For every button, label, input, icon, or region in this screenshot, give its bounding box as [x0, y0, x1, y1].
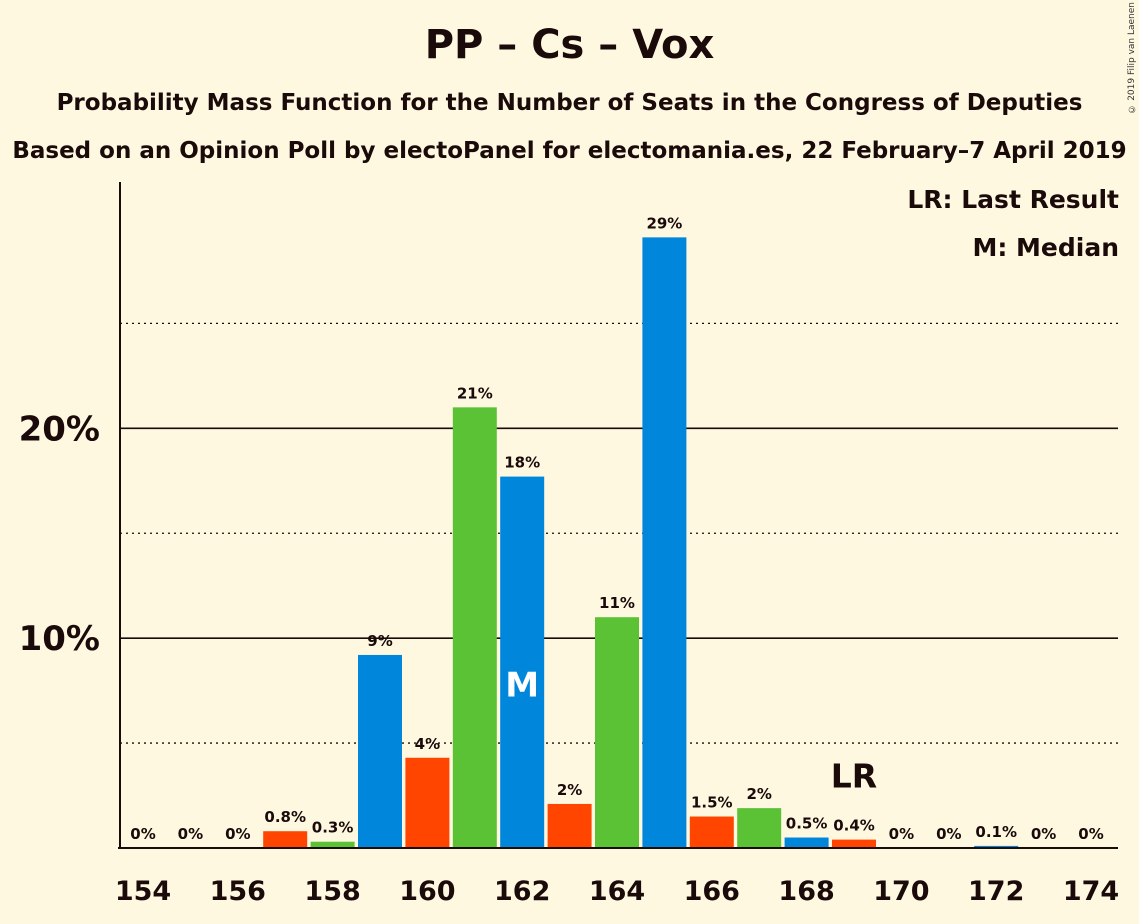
bar-label-165: 29% [646, 214, 682, 232]
chart-title: PP – Cs – Vox [424, 22, 715, 68]
y-tick-label-10: 10% [19, 619, 100, 659]
x-tick-label-156: 156 [210, 876, 266, 907]
bar-label-162: 18% [504, 454, 540, 472]
bar-label-157: 0.8% [264, 808, 306, 826]
x-tick-label-154: 154 [115, 876, 171, 907]
bar-label-167: 2% [746, 785, 771, 803]
bar-label-161: 21% [457, 384, 493, 402]
bar-label-166: 1.5% [691, 794, 733, 812]
bar-168 [784, 837, 829, 848]
bar-label-173: 0% [1031, 825, 1056, 843]
bar-164 [595, 617, 639, 848]
x-tick-label-160: 160 [399, 876, 455, 907]
bar-label-163: 2% [557, 781, 582, 799]
x-tick-label-174: 174 [1063, 876, 1119, 907]
bar-label-170: 0% [889, 825, 914, 843]
chart-source: Based on an Opinion Poll by electoPanel … [12, 138, 1127, 164]
chart-subtitle: Probability Mass Function for the Number… [56, 90, 1083, 116]
bar-166 [689, 816, 734, 848]
x-tick-label-162: 162 [494, 876, 550, 907]
bar-label-168: 0.5% [786, 815, 828, 833]
bar-label-154: 0% [130, 825, 155, 843]
x-tick-label-158: 158 [304, 876, 360, 907]
last-result-marker: LR [831, 757, 877, 796]
bar-160 [405, 757, 450, 848]
legend-median: M: Median [972, 233, 1119, 262]
bar-label-169: 0.4% [833, 817, 875, 835]
bar-label-160: 4% [415, 735, 440, 753]
bar-157 [263, 831, 308, 848]
x-tick-label-166: 166 [684, 876, 740, 907]
bar-label-159: 9% [367, 632, 392, 650]
x-tick-label-164: 164 [589, 876, 645, 907]
bar-label-155: 0% [178, 825, 203, 843]
bar-label-171: 0% [936, 825, 961, 843]
x-tick-label-172: 172 [968, 876, 1024, 907]
bar-label-156: 0% [225, 825, 250, 843]
bar-label-164: 11% [599, 594, 635, 612]
bar-167 [737, 808, 782, 848]
bar-label-172: 0.1% [975, 823, 1017, 841]
bar-172 [974, 845, 1019, 848]
x-tick-label-168: 168 [778, 876, 834, 907]
y-tick-label-20: 20% [19, 409, 100, 449]
bar-label-174: 0% [1078, 825, 1103, 843]
bar-159 [358, 654, 402, 848]
bar-162 [500, 476, 545, 848]
median-marker: M [505, 666, 539, 706]
bar-161 [452, 407, 497, 848]
bar-label-158: 0.3% [312, 819, 354, 837]
x-tick-label-170: 170 [873, 876, 929, 907]
legend-last-result: LR: Last Result [907, 185, 1119, 214]
bar-158 [310, 841, 355, 848]
bar-165 [642, 237, 687, 848]
bar-163 [547, 803, 592, 848]
bar-169 [832, 839, 876, 848]
